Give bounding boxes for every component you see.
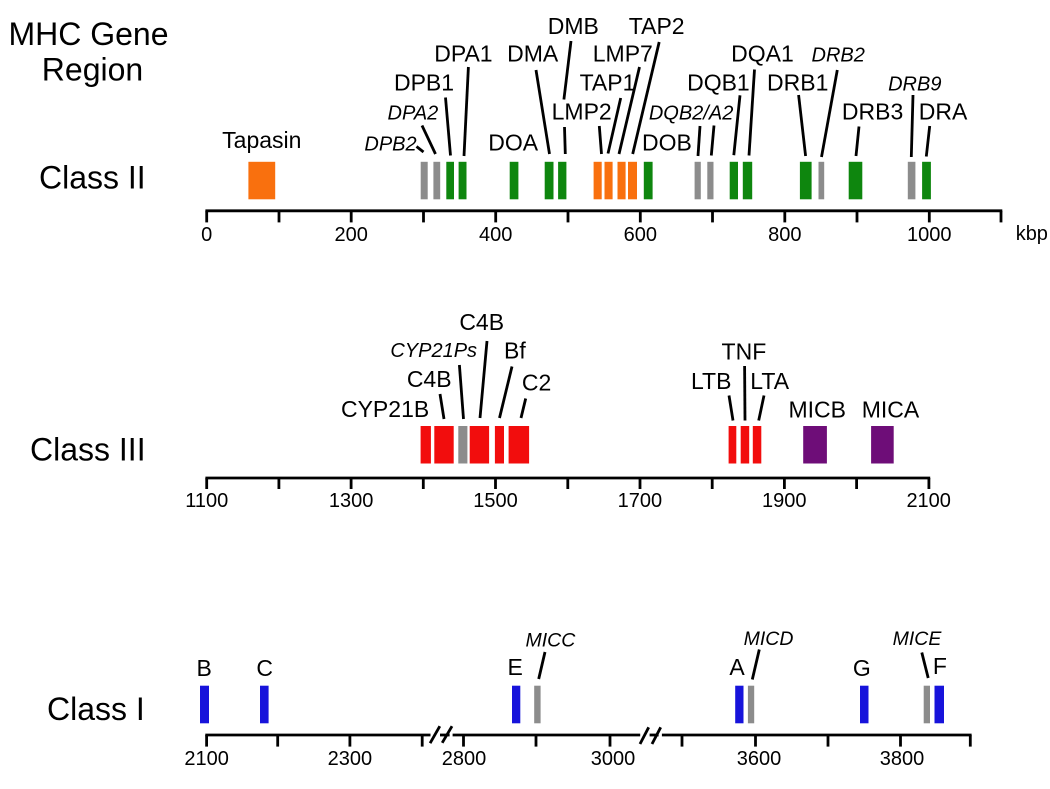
svg-text:DRB1: DRB1 bbox=[767, 70, 828, 96]
svg-text:Region: Region bbox=[42, 52, 143, 88]
svg-text:DRB9: DRB9 bbox=[888, 74, 941, 96]
svg-text:3800: 3800 bbox=[880, 748, 925, 770]
svg-text:1300: 1300 bbox=[329, 490, 374, 512]
svg-text:800: 800 bbox=[768, 224, 801, 246]
svg-text:200: 200 bbox=[335, 224, 368, 246]
svg-text:Tapasin: Tapasin bbox=[222, 127, 301, 153]
svg-text:2800: 2800 bbox=[442, 748, 487, 770]
svg-text:2100: 2100 bbox=[906, 490, 951, 512]
svg-text:LMP2: LMP2 bbox=[552, 99, 612, 125]
svg-text:F: F bbox=[933, 653, 947, 679]
svg-text:DQB2/A2: DQB2/A2 bbox=[649, 103, 733, 125]
svg-text:DQB1: DQB1 bbox=[687, 70, 750, 96]
svg-text:DPB2: DPB2 bbox=[364, 134, 416, 156]
svg-text:400: 400 bbox=[479, 224, 512, 246]
svg-text:CYP21Ps: CYP21Ps bbox=[390, 340, 477, 362]
svg-text:CYP21B: CYP21B bbox=[341, 396, 429, 422]
svg-text:MICC: MICC bbox=[525, 630, 576, 652]
svg-text:A: A bbox=[729, 654, 745, 680]
svg-text:LTA: LTA bbox=[750, 368, 789, 394]
svg-text:MICA: MICA bbox=[862, 396, 920, 422]
svg-text:C2: C2 bbox=[522, 369, 551, 395]
svg-text:DRB3: DRB3 bbox=[842, 99, 903, 125]
svg-text:Bf: Bf bbox=[504, 337, 526, 363]
svg-text:B: B bbox=[197, 655, 212, 681]
svg-text:kbp: kbp bbox=[1016, 223, 1048, 245]
svg-text:DMB: DMB bbox=[548, 13, 599, 39]
svg-text:DQA1: DQA1 bbox=[731, 41, 794, 67]
svg-text:TAP1: TAP1 bbox=[580, 70, 636, 96]
svg-text:2100: 2100 bbox=[184, 748, 229, 770]
svg-text:C: C bbox=[256, 655, 273, 681]
svg-text:MHC Gene: MHC Gene bbox=[8, 16, 168, 52]
svg-text:MICE: MICE bbox=[893, 628, 943, 650]
svg-text:600: 600 bbox=[624, 224, 657, 246]
svg-text:G: G bbox=[853, 655, 871, 681]
svg-text:1500: 1500 bbox=[473, 490, 518, 512]
svg-text:DOA: DOA bbox=[488, 130, 539, 156]
svg-text:Class I: Class I bbox=[47, 691, 145, 727]
svg-text:LMP7: LMP7 bbox=[593, 41, 653, 67]
svg-text:DOB: DOB bbox=[642, 130, 692, 156]
svg-text:MICB: MICB bbox=[788, 396, 846, 422]
svg-text:1700: 1700 bbox=[618, 490, 663, 512]
svg-text:DPA1: DPA1 bbox=[434, 41, 492, 67]
svg-text:2300: 2300 bbox=[328, 748, 373, 770]
svg-text:DMA: DMA bbox=[507, 41, 559, 67]
svg-text:0: 0 bbox=[201, 224, 212, 246]
svg-text:DRB2: DRB2 bbox=[812, 45, 865, 67]
svg-text:1100: 1100 bbox=[185, 490, 228, 512]
svg-text:Class III: Class III bbox=[30, 432, 146, 468]
svg-text:E: E bbox=[508, 654, 523, 680]
svg-text:DRA: DRA bbox=[919, 99, 968, 125]
svg-text:TNF: TNF bbox=[722, 339, 767, 365]
svg-text:MICD: MICD bbox=[744, 628, 794, 650]
svg-text:3600: 3600 bbox=[737, 748, 782, 770]
svg-text:3000: 3000 bbox=[591, 748, 636, 770]
svg-text:C4B: C4B bbox=[407, 366, 452, 392]
svg-text:Class II: Class II bbox=[39, 159, 146, 195]
svg-text:C4B: C4B bbox=[459, 309, 504, 335]
svg-text:DPA2: DPA2 bbox=[388, 103, 439, 125]
svg-text:1900: 1900 bbox=[762, 490, 807, 512]
svg-text:1000: 1000 bbox=[907, 224, 952, 246]
svg-text:LTB: LTB bbox=[691, 368, 731, 394]
svg-text:DPB1: DPB1 bbox=[394, 70, 454, 96]
svg-text:TAP2: TAP2 bbox=[629, 13, 685, 39]
